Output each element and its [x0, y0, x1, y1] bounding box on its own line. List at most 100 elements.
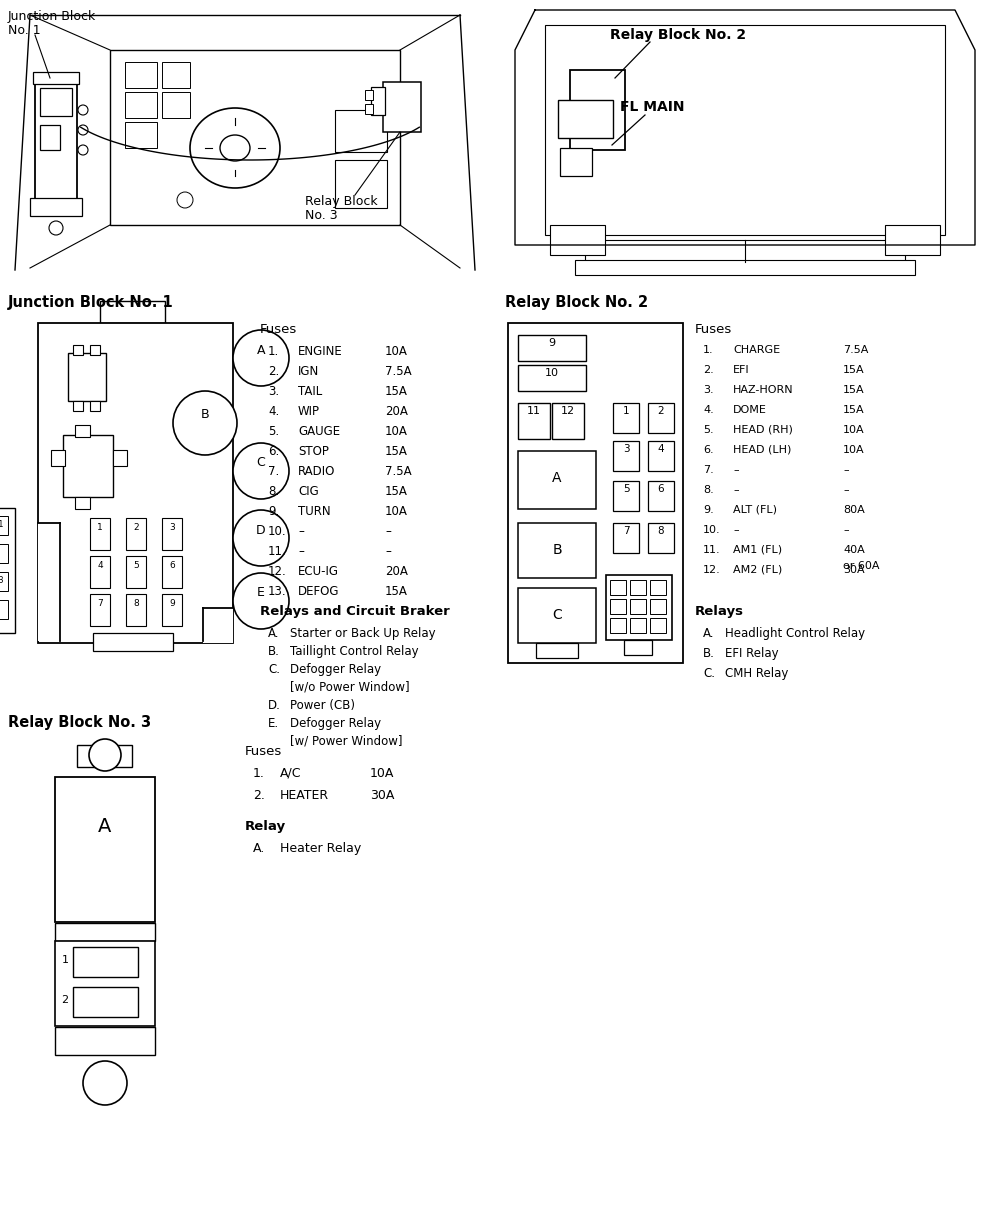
Text: 12.: 12. [703, 565, 721, 574]
Text: 15A: 15A [843, 365, 865, 375]
Bar [113, 450, 127, 466]
Text: IGN: IGN [298, 365, 319, 378]
Text: –: – [843, 525, 849, 535]
Bar [162, 62, 190, 89]
Text: 1: 1 [97, 523, 103, 533]
Text: 20A: 20A [385, 565, 408, 578]
Text: TURN: TURN [298, 506, 331, 518]
Bar [77, 745, 132, 768]
Text: 2: 2 [133, 523, 139, 533]
Text: 4: 4 [97, 561, 103, 569]
Circle shape [78, 105, 88, 114]
Text: 6: 6 [658, 483, 664, 494]
Circle shape [173, 391, 237, 455]
Bar [624, 640, 652, 656]
Text: GAUGE: GAUGE [298, 426, 340, 438]
Text: Fuses: Fuses [695, 323, 732, 336]
Circle shape [233, 573, 289, 629]
Text: EFI: EFI [733, 365, 750, 375]
Bar [126, 594, 146, 626]
Text: 4: 4 [658, 444, 664, 454]
Bar [110, 50, 400, 225]
Text: 4.: 4. [268, 405, 279, 418]
Text: A.: A. [253, 843, 265, 855]
Bar [545, 25, 945, 235]
Text: 4.: 4. [703, 405, 714, 415]
Bar [0, 544, 8, 563]
Bar [613, 481, 639, 510]
Text: Relay Block: Relay Block [305, 196, 378, 208]
Text: 10A: 10A [843, 426, 865, 435]
Text: 9: 9 [548, 338, 556, 348]
Text: A: A [98, 818, 112, 836]
Bar [508, 323, 683, 663]
Bar [613, 442, 639, 471]
Text: HEAD (RH): HEAD (RH) [733, 426, 793, 435]
Text: 30A: 30A [843, 565, 865, 574]
Text: 80A: 80A [843, 506, 865, 515]
Bar [613, 403, 639, 433]
Bar [93, 633, 173, 651]
Bar [371, 87, 385, 114]
Text: 5.: 5. [268, 426, 279, 438]
Bar [35, 80, 77, 210]
Text: 11.: 11. [268, 545, 287, 558]
Circle shape [233, 330, 289, 386]
Text: ECU-IG: ECU-IG [298, 565, 339, 578]
Text: Fuses: Fuses [245, 745, 282, 758]
Text: 11: 11 [527, 406, 541, 416]
Text: A/C: A/C [280, 768, 302, 780]
Text: 10A: 10A [370, 768, 394, 780]
Bar [518, 335, 586, 360]
Bar [73, 947, 138, 977]
Text: Defogger Relay: Defogger Relay [290, 717, 381, 729]
Circle shape [233, 510, 289, 566]
Bar [125, 122, 157, 148]
Bar [575, 260, 915, 276]
Text: 8.: 8. [268, 485, 279, 498]
Bar [648, 403, 674, 433]
Text: Taillight Control Relay: Taillight Control Relay [290, 645, 419, 658]
Text: –: – [733, 525, 739, 535]
Text: 13.: 13. [268, 585, 287, 598]
Text: Junction Block No. 1: Junction Block No. 1 [8, 295, 174, 310]
Text: Relay Block No. 2: Relay Block No. 2 [505, 295, 648, 310]
Text: 11: 11 [0, 520, 3, 529]
Text: 15A: 15A [843, 405, 865, 415]
Text: HAZ-HORN: HAZ-HORN [733, 385, 794, 395]
Text: AM2 (FL): AM2 (FL) [733, 565, 782, 574]
Text: 1.: 1. [253, 768, 265, 780]
Text: B.: B. [268, 645, 280, 658]
Text: A.: A. [268, 627, 280, 640]
Text: 9.: 9. [268, 506, 279, 518]
Bar [125, 62, 157, 89]
Bar [55, 1027, 155, 1055]
Bar [630, 599, 646, 614]
Bar [518, 451, 596, 509]
Text: 15A: 15A [385, 585, 408, 598]
Bar [55, 941, 155, 1026]
Text: B: B [552, 542, 562, 557]
Text: –: – [843, 485, 849, 494]
Bar [90, 344, 100, 355]
Text: RADIO: RADIO [298, 465, 335, 478]
Text: 2.: 2. [268, 365, 279, 378]
Text: 2.: 2. [703, 365, 714, 375]
Text: TAIL: TAIL [298, 385, 322, 399]
Circle shape [177, 192, 193, 208]
Bar [650, 581, 666, 595]
Text: C: C [552, 608, 562, 622]
Circle shape [49, 221, 63, 235]
Bar [90, 594, 110, 626]
Text: Relays and Circuit Braker: Relays and Circuit Braker [260, 605, 450, 617]
Text: STOP: STOP [298, 445, 329, 458]
Bar [365, 90, 373, 100]
Bar [30, 198, 82, 216]
Text: Relay: Relay [245, 820, 286, 833]
Text: CIG: CIG [298, 485, 319, 498]
Text: 15A: 15A [385, 445, 408, 458]
Text: –: – [385, 545, 391, 558]
Text: 1.: 1. [268, 344, 279, 358]
Bar [55, 777, 155, 922]
Text: 3: 3 [623, 444, 629, 454]
